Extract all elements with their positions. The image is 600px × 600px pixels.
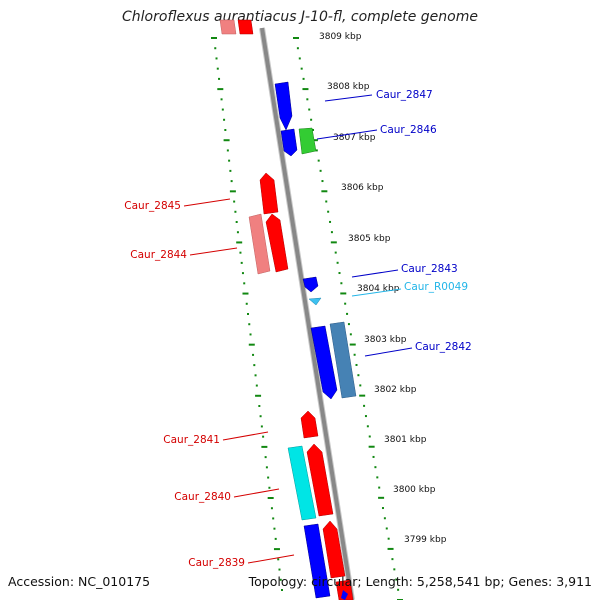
gene-label-caur-2841[interactable]: Caur_2841 — [163, 434, 220, 446]
label-leader-line — [183, 198, 231, 207]
scale-tick-label: 3803 kbp — [364, 335, 407, 345]
scale-tick-label: 3809 kbp — [319, 32, 362, 42]
scale-tick-label: 3808 kbp — [327, 82, 370, 92]
tick-guides — [211, 37, 403, 600]
gene-label-caur-2847[interactable]: Caur_2847 — [376, 89, 433, 101]
gene-label-caur-2843[interactable]: Caur_2843 — [401, 263, 458, 275]
gene-feature-caur-r0049[interactable] — [308, 297, 322, 306]
gene-labels: Caur_2847 Caur_2846 Caur_2845 Caur_2844 Caur… — [124, 89, 471, 569]
scale-tick-label: 3802 kbp — [374, 385, 417, 395]
gene-label-caur-2846[interactable]: Caur_2846 — [380, 124, 437, 136]
label-leader-line — [351, 288, 402, 297]
scale-ticks: 3809 kbp 3808 kbp 3807 kbp 3806 kbp 3805 kbp… — [319, 32, 447, 545]
label-leader-line — [364, 347, 413, 357]
gene-feature-caur-2845[interactable] — [259, 172, 279, 215]
scale-tick-label: 3799 kbp — [404, 535, 447, 545]
gene-feature[interactable] — [322, 520, 346, 579]
label-leader-line — [351, 269, 399, 278]
gene-label-caur-2839[interactable]: Caur_2839 — [188, 557, 245, 569]
gene-label-caur-r0049[interactable]: Caur_R0049 — [404, 281, 468, 293]
gene-feature[interactable] — [306, 443, 334, 517]
gene-label-caur-2842[interactable]: Caur_2842 — [415, 341, 472, 353]
scale-tick-label: 3806 kbp — [341, 183, 384, 193]
label-leader-line — [247, 554, 295, 564]
gene-feature-caur-2846[interactable] — [298, 127, 317, 155]
label-leader-line — [316, 129, 378, 140]
gene-feature[interactable] — [310, 325, 338, 400]
genome-summary-text: Topology: circular; Length: 5,258,541 bp… — [248, 574, 592, 589]
label-leader-line — [233, 488, 280, 498]
gene-feature[interactable] — [280, 128, 298, 157]
gene-feature[interactable] — [237, 19, 254, 35]
gene-feature-caur-2843[interactable] — [302, 276, 319, 293]
gene-feature-caur-2840[interactable] — [287, 445, 317, 521]
label-leader-line — [222, 431, 269, 441]
gene-features — [219, 19, 357, 600]
backbone-line — [259, 27, 355, 600]
scale-tick-label: 3804 kbp — [357, 284, 400, 294]
label-leader-line — [189, 247, 238, 256]
gene-feature-caur-2841[interactable] — [300, 410, 319, 439]
scale-tick-label: 3805 kbp — [348, 234, 391, 244]
label-leader-line — [324, 94, 373, 102]
gene-feature[interactable] — [265, 213, 289, 273]
gene-label-caur-2844[interactable]: Caur_2844 — [130, 249, 187, 261]
gene-feature-caur-2847[interactable] — [274, 81, 293, 131]
gene-feature-caur-2842[interactable] — [329, 321, 357, 399]
map-title: Chloroflexus aurantiacus J-10-fl, comple… — [122, 9, 478, 25]
gene-feature-caur-2844[interactable] — [248, 213, 271, 275]
gene-label-caur-2845[interactable]: Caur_2845 — [124, 200, 181, 212]
gene-feature[interactable] — [219, 19, 237, 35]
scale-tick-label: 3800 kbp — [393, 485, 436, 495]
scale-tick-label: 3807 kbp — [333, 133, 376, 143]
gene-feature[interactable] — [335, 579, 354, 600]
accession-text: Accession: NC_010175 — [8, 574, 151, 589]
gene-feature[interactable] — [341, 590, 348, 600]
gene-label-caur-2840[interactable]: Caur_2840 — [174, 491, 231, 503]
scale-tick-label: 3801 kbp — [384, 435, 427, 445]
gene-feature-caur-2839[interactable] — [303, 523, 331, 599]
